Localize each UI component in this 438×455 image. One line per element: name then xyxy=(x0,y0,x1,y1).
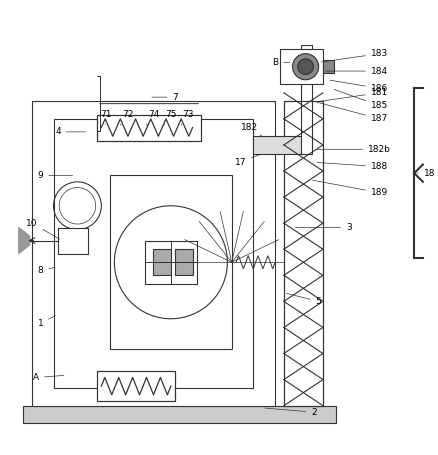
Bar xyxy=(110,175,232,349)
Text: B: B xyxy=(272,58,290,67)
Text: 4: 4 xyxy=(55,127,85,136)
Bar xyxy=(301,45,312,101)
Text: 186: 186 xyxy=(330,80,388,93)
Bar xyxy=(323,60,334,73)
Text: 2: 2 xyxy=(265,408,317,417)
Text: 17: 17 xyxy=(235,155,260,167)
Polygon shape xyxy=(19,228,30,253)
Text: 71: 71 xyxy=(100,110,111,125)
Circle shape xyxy=(298,59,314,75)
Text: 8: 8 xyxy=(38,267,55,275)
Bar xyxy=(97,371,175,401)
Bar xyxy=(175,249,193,275)
Text: 73: 73 xyxy=(181,110,194,125)
Bar xyxy=(53,119,254,388)
Bar xyxy=(279,49,323,84)
Text: 182: 182 xyxy=(240,123,262,136)
Bar xyxy=(97,371,175,401)
Bar xyxy=(23,406,336,423)
Bar xyxy=(284,101,323,406)
Text: 10: 10 xyxy=(26,219,60,239)
Text: 74: 74 xyxy=(146,110,159,125)
Bar xyxy=(254,136,306,154)
Text: 18: 18 xyxy=(417,169,435,178)
Text: 7: 7 xyxy=(152,93,178,101)
Text: 181: 181 xyxy=(321,88,388,101)
Bar xyxy=(301,101,312,154)
Bar xyxy=(97,115,201,141)
Text: 3: 3 xyxy=(295,223,352,232)
Text: 72: 72 xyxy=(120,110,133,125)
Text: 183: 183 xyxy=(321,49,388,62)
Bar xyxy=(58,228,88,253)
Bar xyxy=(145,241,197,284)
Circle shape xyxy=(293,54,318,80)
Text: 9: 9 xyxy=(38,171,72,180)
Text: 189: 189 xyxy=(313,180,388,197)
Bar xyxy=(97,115,201,141)
Text: 182b: 182b xyxy=(317,145,391,154)
Bar xyxy=(153,249,171,275)
Text: 1: 1 xyxy=(38,316,55,328)
Text: 188: 188 xyxy=(317,162,388,171)
Text: 75: 75 xyxy=(164,110,177,125)
Bar xyxy=(32,101,275,406)
Bar xyxy=(284,101,323,406)
Text: 5: 5 xyxy=(286,293,321,306)
Text: 184: 184 xyxy=(326,66,388,76)
Text: 185: 185 xyxy=(334,89,388,110)
Text: A: A xyxy=(33,373,64,382)
Text: 187: 187 xyxy=(317,102,388,123)
